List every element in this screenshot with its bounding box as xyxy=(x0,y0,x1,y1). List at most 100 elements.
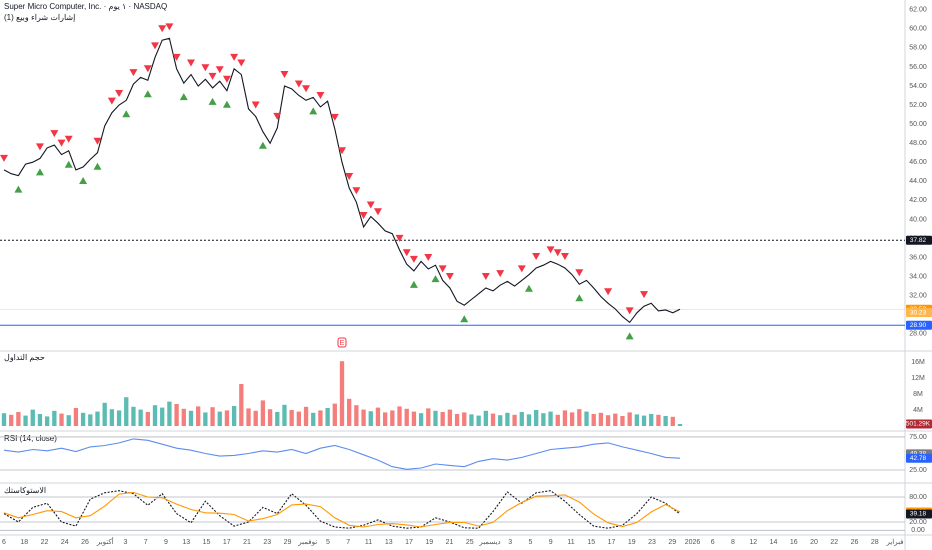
sell-signal xyxy=(186,59,195,67)
volume-bar xyxy=(649,414,654,426)
x-tick-label: 26 xyxy=(81,539,89,546)
y-tick-label: 12M xyxy=(911,375,925,382)
value-box-label: 39.18 xyxy=(910,511,927,518)
sell-signal xyxy=(625,307,634,315)
x-tick-label: 5 xyxy=(529,539,533,546)
sell-signal xyxy=(532,253,541,261)
x-tick-label: 18 xyxy=(20,539,28,546)
volume-bar xyxy=(37,414,43,426)
value-box xyxy=(906,509,932,519)
series-line xyxy=(3,491,681,528)
volume-bar xyxy=(462,412,467,426)
value-box xyxy=(906,453,932,463)
x-tick-label: 21 xyxy=(243,539,251,546)
sell-signal xyxy=(481,273,490,281)
series-line xyxy=(3,37,681,324)
volume-bar xyxy=(361,409,366,426)
volume-bar xyxy=(102,402,107,426)
volume-bar xyxy=(160,407,165,426)
buy-signal xyxy=(575,294,584,302)
volume-bar xyxy=(418,413,424,426)
volume-bar xyxy=(289,410,294,426)
sell-signal xyxy=(553,249,562,257)
volume-bar xyxy=(282,404,287,426)
volume-bar xyxy=(296,411,302,426)
sell-signal xyxy=(352,187,361,195)
x-tick-label: 15 xyxy=(587,539,595,546)
sell-signal xyxy=(302,85,311,93)
buy-signal xyxy=(258,141,267,149)
buy-signal xyxy=(14,185,23,193)
value-box xyxy=(906,320,932,330)
volume-bar xyxy=(167,401,172,426)
x-tick-label: 29 xyxy=(668,539,676,546)
volume-bar xyxy=(131,406,136,426)
volume-bar xyxy=(440,412,445,426)
x-tick-label: 19 xyxy=(628,539,636,546)
buy-signal xyxy=(625,332,634,340)
x-tick-label: 24 xyxy=(61,539,69,546)
volume-bar xyxy=(454,414,460,426)
buy-signal xyxy=(309,107,318,115)
volume-bar xyxy=(526,414,532,426)
volume-bar xyxy=(95,411,100,426)
y-tick-label: 44.00 xyxy=(909,178,927,185)
volume-bar xyxy=(246,408,251,426)
volume-bar xyxy=(145,412,150,426)
x-tick-label: 17 xyxy=(223,539,231,546)
volume-bar xyxy=(253,410,258,426)
sell-signal xyxy=(409,255,418,263)
x-tick-label: 3 xyxy=(508,539,512,546)
volume-bar xyxy=(426,408,431,426)
x-tick-label: 22 xyxy=(830,539,838,546)
volume-bar xyxy=(332,403,337,426)
sell-signal xyxy=(330,113,339,121)
y-tick-label: 28.00 xyxy=(909,331,927,338)
sell-signal xyxy=(345,172,354,180)
pane-label: الاستوكاستك xyxy=(4,486,46,495)
volume-bar xyxy=(23,415,28,426)
x-tick-label: 9 xyxy=(549,539,553,546)
sell-signal xyxy=(165,23,174,31)
sell-signal xyxy=(172,53,181,61)
volume-bar xyxy=(663,416,668,426)
volume-bar xyxy=(411,411,417,426)
volume-bar xyxy=(188,410,194,426)
volume-bar xyxy=(318,410,323,426)
volume-bar xyxy=(224,410,230,426)
x-tick-label: 3 xyxy=(124,539,128,546)
buy-signal xyxy=(79,176,88,184)
value-box xyxy=(906,419,932,429)
y-tick-label: 40.00 xyxy=(909,216,927,223)
volume-bar xyxy=(548,411,553,426)
x-tick-label: 26 xyxy=(851,539,859,546)
x-tick-label: 29 xyxy=(284,539,292,546)
buy-signal xyxy=(143,90,152,98)
volume-bar xyxy=(73,408,79,426)
earnings-marker xyxy=(337,337,347,348)
sell-signal xyxy=(294,80,303,88)
y-tick-label: 58.00 xyxy=(909,45,927,52)
volume-bar xyxy=(88,414,93,426)
sell-signal xyxy=(359,212,368,220)
x-tick-label: 15 xyxy=(203,539,211,546)
buy-signal xyxy=(524,284,533,292)
sell-signal xyxy=(143,65,152,73)
buy-signal xyxy=(93,162,102,170)
x-tick-label: 14 xyxy=(770,539,778,546)
volume-bar xyxy=(447,409,453,426)
sell-signal xyxy=(273,112,282,120)
sell-signal xyxy=(50,130,59,138)
sell-signal xyxy=(115,90,124,98)
volume-bar xyxy=(519,412,524,426)
sell-signal xyxy=(517,265,526,273)
sell-signal xyxy=(237,59,246,67)
sell-signal xyxy=(575,269,584,277)
y-tick-label: 75.00 xyxy=(909,434,927,441)
x-tick-label: 13 xyxy=(182,539,190,546)
volume-bar xyxy=(577,409,582,426)
sell-signal xyxy=(402,249,411,257)
volume-bar xyxy=(275,412,280,426)
volume-bar xyxy=(16,412,21,426)
sell-signal xyxy=(640,291,649,299)
